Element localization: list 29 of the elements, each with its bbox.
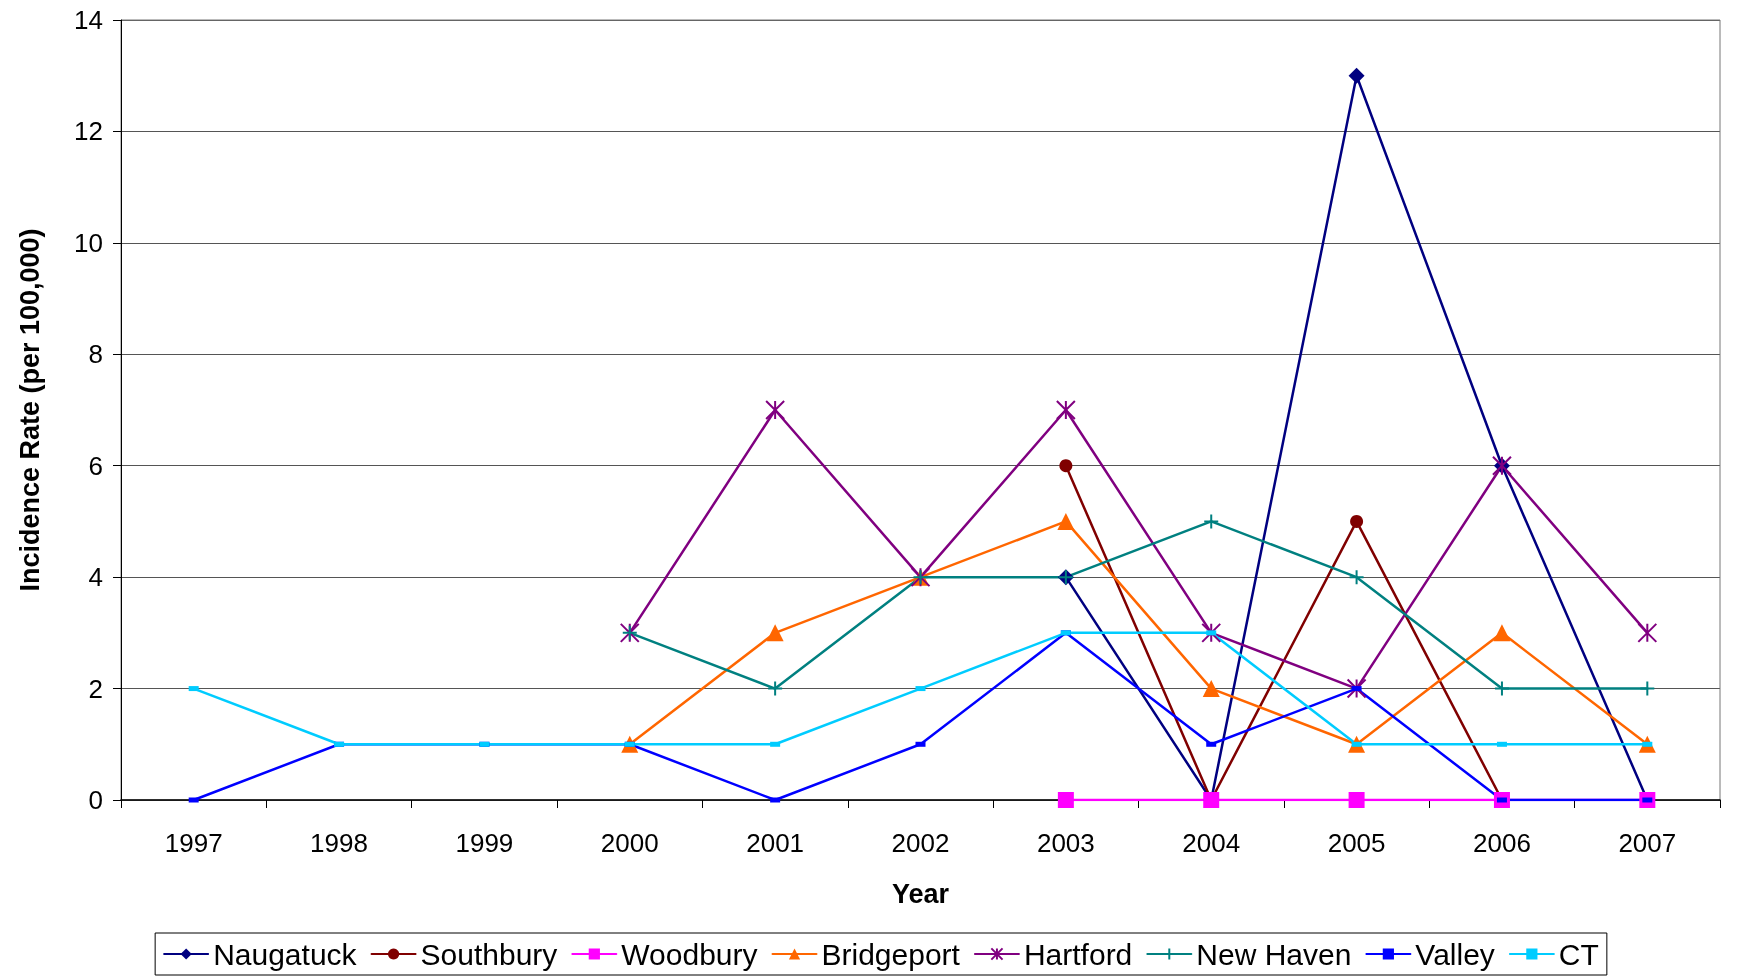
y-tick-label: 0: [88, 785, 103, 815]
legend-label: New Haven: [1196, 937, 1352, 971]
x-tick-label: 2007: [1618, 828, 1677, 858]
y-tick-label: 6: [88, 450, 103, 481]
x-tick-label: 2000: [600, 828, 659, 858]
y-tick-label: 8: [88, 339, 103, 370]
legend-label: CT: [1558, 937, 1599, 971]
legend-label: Hartford: [1023, 937, 1133, 971]
x-tick-label: 2006: [1473, 828, 1531, 858]
x-tick-label: 2002: [891, 828, 950, 858]
y-tick-label: 2: [88, 673, 103, 704]
y-axis-title: Incidence Rate (per 100,000): [14, 228, 45, 592]
x-tick-label: 2005: [1327, 828, 1386, 858]
y-tick-label: 4: [88, 562, 103, 593]
x-axis-title: Year: [891, 878, 950, 909]
x-tick-label: 1998: [310, 828, 368, 858]
legend-label: Bridgeport: [821, 937, 961, 971]
legend-label: Woodbury: [621, 937, 758, 971]
x-tick-label: 2001: [746, 828, 805, 858]
y-tick-label: 14: [74, 5, 103, 35]
legend-label: Southbury: [420, 937, 558, 971]
x-tick-label: 1997: [164, 828, 223, 858]
x-tick-label: 1999: [455, 828, 514, 858]
x-tick-label: 2004: [1182, 828, 1241, 858]
y-tick-label: 12: [74, 116, 103, 147]
legend-label: Valley: [1415, 937, 1495, 971]
x-tick-label: 2003: [1036, 828, 1095, 858]
legend-label: Naugatuck: [213, 937, 358, 971]
y-tick-label: 10: [74, 227, 103, 258]
